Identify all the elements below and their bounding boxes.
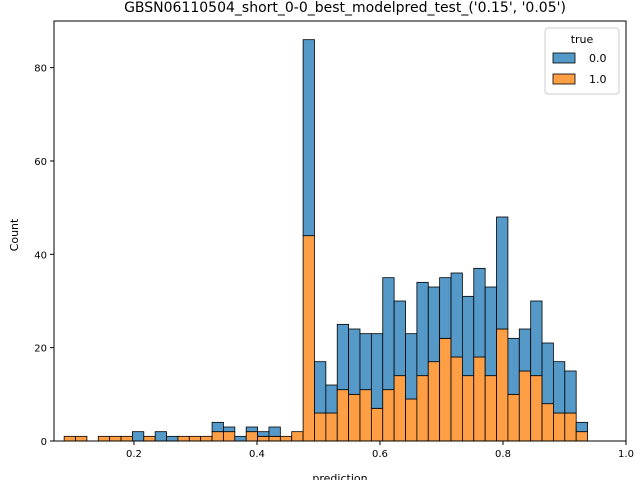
bar-true-0-0 (541, 342, 554, 405)
bar-true-0-0 (518, 328, 532, 372)
bar-true-0-0 (484, 286, 497, 377)
bar-true-1-0 (461, 375, 475, 442)
bar-true-0-0 (405, 333, 418, 400)
y-axis-label: Count (8, 218, 21, 251)
x-tick-label: 1.0 (618, 449, 634, 460)
bar-true-0-0 (245, 426, 258, 433)
bar-true-1-0 (348, 393, 361, 442)
bar-true-1-0 (188, 435, 202, 442)
x-tick-label: 0.4 (249, 449, 265, 460)
bar-true-1-0 (496, 328, 509, 442)
bar-true-0-0 (496, 216, 509, 330)
chart-title: GBSN06110504_short_0-0_best_modelpred_te… (124, 0, 566, 16)
bar-true-0-0 (234, 435, 247, 442)
bar-true-0-0 (348, 328, 361, 395)
bar-true-1-0 (257, 435, 270, 442)
bar-true-1-0 (439, 337, 452, 442)
axes-layer: 0.2 0.4 0.6 0.8 1.0 0 20 40 60 80 (34, 20, 634, 460)
bar-true-1-0 (359, 389, 372, 442)
bar-true-0-0 (416, 281, 429, 377)
bar-true-0-0 (382, 277, 395, 391)
bar-true-0-0 (427, 286, 441, 363)
legend-entry-label: 1.0 (589, 73, 607, 86)
bar-true-1-0 (325, 412, 338, 442)
bar-true-1-0 (518, 370, 532, 442)
bar-true-0-0 (507, 337, 520, 395)
bar-true-1-0 (177, 435, 190, 442)
plot-frame (53, 20, 627, 442)
bar-true-1-0 (473, 356, 486, 442)
bar-true-1-0 (564, 412, 577, 442)
bar-true-0-0 (575, 421, 588, 433)
bar-true-1-0 (245, 431, 258, 442)
x-tick-label: 0.2 (126, 449, 142, 460)
bar-true-1-0 (541, 403, 554, 442)
bar-true-1-0 (200, 435, 213, 442)
bar-true-1-0 (120, 435, 133, 442)
x-tick-label: 0.6 (372, 449, 388, 460)
bar-true-0-0 (439, 277, 452, 339)
bar-true-0-0 (314, 361, 327, 414)
bar-true-1-0 (211, 431, 224, 442)
bar-true-1-0 (405, 398, 418, 442)
bar-true-0-0 (257, 431, 270, 437)
bar-true-0-0 (211, 421, 224, 433)
bar-true-0-0 (302, 39, 315, 237)
bar-true-0-0 (132, 431, 145, 442)
bar-true-1-0 (507, 393, 520, 442)
bar-true-1-0 (336, 389, 350, 442)
bar-true-1-0 (575, 431, 588, 442)
legend: true 0.0 1.0 (544, 27, 620, 95)
bar-true-1-0 (416, 375, 429, 442)
bar-true-1-0 (427, 361, 441, 442)
bar-true-0-0 (530, 300, 543, 377)
bar-true-1-0 (97, 435, 111, 442)
bar-true-1-0 (109, 435, 122, 442)
y-tick-label: 40 (34, 250, 47, 261)
bar-true-0-0 (336, 323, 350, 391)
bar-true-1-0 (302, 235, 315, 442)
bar-true-1-0 (370, 407, 384, 442)
bar-true-0-0 (268, 426, 281, 437)
legend-entry-label: 0.0 (589, 52, 607, 65)
bar-true-0-0 (553, 361, 566, 414)
bar-true-0-0 (166, 435, 179, 442)
y-tick-label: 80 (34, 64, 47, 75)
y-tick-label: 0 (41, 437, 47, 448)
x-axis-label: prediction (312, 472, 367, 480)
bar-true-0-0 (461, 295, 475, 377)
bar-true-1-0 (279, 435, 293, 442)
bar-true-1-0 (75, 435, 88, 442)
bar-true-0-0 (473, 267, 486, 358)
bar-true-1-0 (553, 412, 566, 442)
bar-true-0-0 (223, 426, 236, 433)
bar-true-1-0 (484, 375, 497, 442)
bar-true-0-0 (359, 333, 372, 391)
bar-true-0-0 (450, 272, 463, 358)
bar-true-0-0 (154, 431, 167, 442)
bar-true-1-0 (143, 435, 156, 442)
bar-true-1-0 (223, 431, 236, 442)
bar-true-1-0 (314, 412, 327, 442)
bar-true-1-0 (530, 375, 543, 442)
bar-true-0-0 (393, 300, 406, 377)
y-tick-label: 20 (34, 344, 47, 355)
bars-layer (63, 39, 588, 442)
bar-true-1-0 (393, 375, 406, 442)
bar-true-0-0 (564, 370, 577, 414)
legend-swatch (552, 73, 576, 85)
y-tick-label: 60 (34, 157, 47, 168)
legend-swatch (552, 52, 576, 64)
bar-true-1-0 (268, 435, 281, 442)
bar-true-1-0 (291, 431, 304, 442)
bar-true-1-0 (382, 389, 395, 442)
legend-title: true (571, 33, 594, 46)
bar-true-1-0 (63, 435, 76, 442)
bar-true-0-0 (325, 384, 338, 414)
x-tick-label: 0.8 (495, 449, 511, 460)
bar-true-1-0 (450, 356, 463, 442)
bar-true-0-0 (370, 333, 384, 409)
